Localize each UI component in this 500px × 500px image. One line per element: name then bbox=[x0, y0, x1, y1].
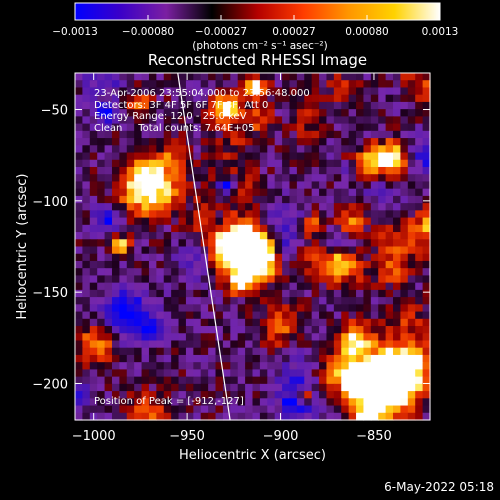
annotation-time-range: 23-Apr-2006 23:55:04.000 to 23:56:48.000 bbox=[94, 88, 310, 99]
y-tick-label: −150 bbox=[32, 286, 68, 301]
x-tick-label: −900 bbox=[263, 429, 299, 444]
x-tick-label: −850 bbox=[356, 429, 392, 444]
annotation-counts: Clean Total counts: 7.64E+05 bbox=[94, 122, 255, 134]
annotation-energy-range: Energy Range: 12.0 - 25.0 keV bbox=[94, 111, 247, 122]
colorbar-tick-label: 0.00080 bbox=[345, 26, 388, 38]
footer-date: 6-May-2022 05:18 bbox=[384, 480, 494, 494]
x-tick-label: −1000 bbox=[72, 429, 116, 444]
x-tick-label: −950 bbox=[169, 429, 205, 444]
plot-frame bbox=[74, 72, 431, 421]
colorbar-tick-label: 0.0013 bbox=[422, 26, 459, 38]
solar-limb-line bbox=[177, 72, 231, 421]
annotation-block: 23-Apr-2006 23:55:04.000 to 23:56:48.000… bbox=[94, 88, 310, 134]
y-axis-label: Heliocentric Y (arcsec) bbox=[15, 174, 30, 320]
x-axis-label: Heliocentric X (arcsec) bbox=[179, 448, 326, 463]
y-tick-label: −200 bbox=[32, 377, 68, 392]
colorbar-tick-label: −0.0013 bbox=[52, 26, 98, 38]
peak-position-label: Position of Peak = [-912,-127] bbox=[94, 396, 244, 407]
colorbar-tick-label: −0.00080 bbox=[122, 26, 174, 38]
annotation-detectors: Detectors: 3F 4F 5F 6F 7F 8F, Att 0 bbox=[94, 99, 269, 111]
colorbar-tick-label: 0.00027 bbox=[272, 26, 315, 38]
colorbar: −0.0013 −0.00080 −0.00027 0.00027 0.00080 0.0… bbox=[52, 2, 458, 52]
colorbar-ticks: −0.0013 −0.00080 −0.00027 0.00027 0.00080 0.0… bbox=[52, 15, 458, 38]
y-tick-label: −50 bbox=[41, 104, 68, 119]
y-tick-label: −100 bbox=[32, 195, 68, 210]
heatmap-image bbox=[75, 73, 431, 421]
colorbar-gradient bbox=[74, 2, 441, 21]
colorbar-label: (photons cm⁻² s⁻¹ asec⁻²) bbox=[192, 40, 327, 52]
chart-title: Reconstructed RHESSI Image bbox=[147, 51, 368, 69]
colorbar-tick-label: −0.00027 bbox=[195, 26, 247, 38]
